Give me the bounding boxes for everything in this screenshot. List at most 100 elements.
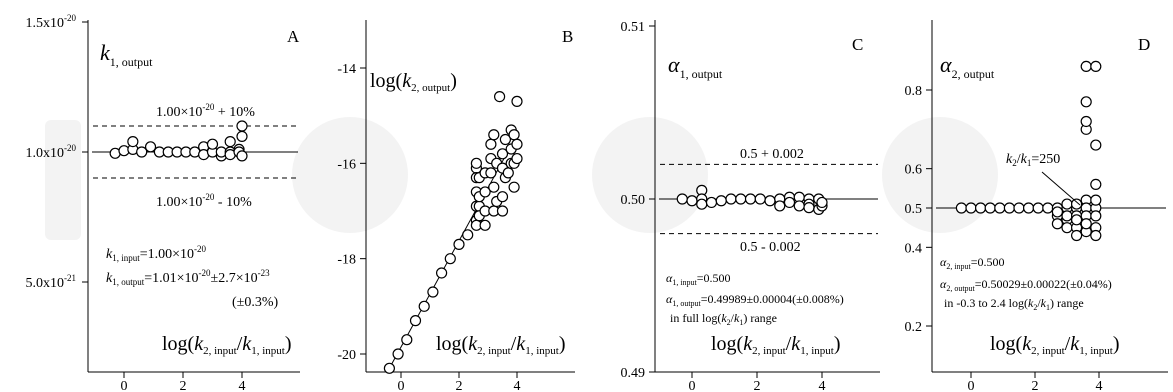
panel-c-data-point: [715, 195, 727, 207]
panel-d-ratio-label: k2/k1=250: [1006, 152, 1060, 168]
panel-b-data-point: [444, 253, 456, 265]
panel-c-data-point: [793, 200, 805, 212]
panel-d-x-label: log(k2, input/k1, input): [990, 333, 1119, 357]
panel-a-data-point: [224, 136, 236, 148]
panel-d-y-label: α2, output: [940, 52, 995, 81]
panel-c-annotation-input: α1, input=0.500: [666, 271, 731, 287]
panel-d-annotation-input: α2, input=0.500: [940, 255, 1005, 271]
panel-d-data-point: [1003, 202, 1016, 214]
panel-c-x-tick-label: 4: [819, 379, 826, 392]
panel-d-data-point: [1051, 206, 1064, 218]
panel-b-data-point: [392, 348, 404, 360]
panel-d-data-point: [1032, 202, 1044, 214]
panel-d-y-tick-label: 0.8: [905, 84, 923, 99]
panel-a-annotation-input: k1, input=1.00×10-20: [106, 244, 207, 263]
panel-a-data-point: [136, 146, 148, 158]
panel-a-upper-band-label: 1.00×10-20 + 10%: [156, 102, 255, 120]
panel-b-data-point: [508, 129, 520, 141]
panel-a-annotation-output: k1, output=1.01×10-20±2.7×10-23: [106, 268, 270, 287]
panel-d-y-tick-label: 0.5: [905, 202, 923, 217]
panel-c-x-tick-label: 2: [754, 379, 761, 392]
panel-c-data-point: [725, 193, 737, 205]
panel-d-data-point: [1061, 210, 1073, 222]
panel-b-data-point: [508, 181, 520, 193]
panel-b-data-point: [511, 152, 523, 165]
panel-d-ratio-pointer: [1041, 171, 1081, 206]
panel-a-data-point: [236, 120, 248, 132]
panel-d-data-point: [965, 202, 977, 214]
panel-d-data-point: [1090, 139, 1102, 151]
panel-c-data-point: [735, 193, 747, 205]
panel-b-y-tick-label: -20: [337, 348, 356, 363]
panel-b-data-point: [494, 90, 506, 103]
panel-a-lower-band-label: 1.00×10-20 - 10%: [156, 192, 252, 210]
panel-b-data-point: [470, 157, 482, 169]
panel-b-data-point: [409, 315, 422, 327]
panel-b-data-point: [401, 334, 413, 346]
panel-a-annotation-percent: (±0.3%): [232, 295, 279, 310]
panel-b-data-point: [496, 205, 509, 217]
panel-d-y-tick-label: 0.6: [905, 163, 923, 178]
panel-a-y-label: k1, output: [100, 40, 153, 69]
panel-a-x-tick-label: 2: [180, 379, 187, 392]
panel-a-data-point: [206, 138, 219, 150]
panel-b-data-point: [499, 133, 511, 146]
panel-d-data-point: [955, 202, 968, 214]
panel-d-data-point: [1080, 96, 1092, 108]
panel-d-y-tick-label: 0.4: [905, 241, 923, 256]
panel-b-y-label: log(k2, output): [370, 70, 457, 94]
panel-b-data-point: [427, 286, 439, 298]
panel-d-annotation-output: α2, output=0.50029±0.00022(±0.04%): [940, 277, 1112, 293]
panel-d-data-point: [1042, 202, 1054, 214]
panel-c-y-tick-label: 0.49: [621, 366, 646, 381]
panel-c-data-point: [783, 196, 796, 209]
panel-d-x-tick-label: 0: [968, 379, 975, 392]
panel-d-data-point: [1090, 194, 1102, 206]
panel-d-annotation-range: in -0.3 to 2.4 log(k2/k1) range: [944, 296, 1084, 312]
panel-b-data-point: [488, 181, 500, 193]
panel-c-upper-band-label: 0.5 + 0.002: [740, 147, 804, 162]
panel-b-data-point: [479, 219, 491, 231]
panel-c-y-label: α1, output: [668, 52, 723, 81]
panel-a-x-tick-label: 0: [121, 379, 128, 392]
panel-c-data-point: [754, 193, 766, 205]
panel-b-data-point: [453, 238, 465, 250]
panel-d: 0.2 0.4 0.5 0.6 0.8 0 2 4 D α2, output k2/k1=2…: [905, 20, 1168, 392]
panel-c-annotation-range: in full log(k2/k1) range: [670, 311, 777, 327]
panel-c-data-point: [803, 202, 815, 214]
panel-d-data-point: [1090, 229, 1102, 242]
panel-b-x-tick-label: 2: [456, 379, 463, 392]
panel-d-data-point: [1080, 218, 1092, 230]
panel-c-x-tick-label: 0: [689, 379, 696, 392]
panel-c-data-point: [676, 193, 688, 205]
panel-b-y-tick-label: -14: [337, 62, 356, 77]
panel-d-data-point: [1090, 210, 1102, 222]
panel-b-x-tick-label: 4: [514, 379, 521, 392]
panel-d-data-point: [974, 202, 987, 214]
panel-d-data-point: [1080, 60, 1092, 73]
panel-d-data-point: [1090, 60, 1102, 73]
panel-b-y-tick-label: -16: [337, 157, 356, 172]
panel-d-data-point: [1022, 202, 1035, 214]
panel-a-x-tick-label: 4: [239, 379, 246, 392]
panel-b-data-point: [462, 229, 474, 241]
panel-d-data-point: [1070, 229, 1083, 242]
panel-c-lower-band-label: 0.5 - 0.002: [740, 240, 801, 255]
panel-b-data-point: [485, 138, 497, 150]
panel-d-letter: D: [1138, 35, 1150, 54]
panel-d-data-point: [1013, 202, 1025, 214]
panel-a-data-point: [144, 141, 157, 153]
panel-a-data-point: [236, 150, 248, 162]
panel-b-data-point: [418, 300, 430, 312]
panel-c-data-point: [764, 195, 776, 207]
panel-b-data-point: [496, 191, 509, 203]
panel-a-data-point: [127, 136, 139, 148]
panel-b-y-tick-label: -18: [337, 253, 356, 268]
panel-a-y-tick-label: 1.5x10-20: [26, 13, 77, 31]
panel-c-y-tick-label: 0.51: [621, 20, 646, 35]
panel-c-data-point: [774, 200, 786, 212]
panel-d-data-point: [994, 202, 1006, 214]
panel-b-data-point: [485, 167, 497, 179]
panel-a-letter: A: [287, 27, 300, 46]
panel-c-x-label: log(k2, input/k1, input): [711, 333, 840, 357]
